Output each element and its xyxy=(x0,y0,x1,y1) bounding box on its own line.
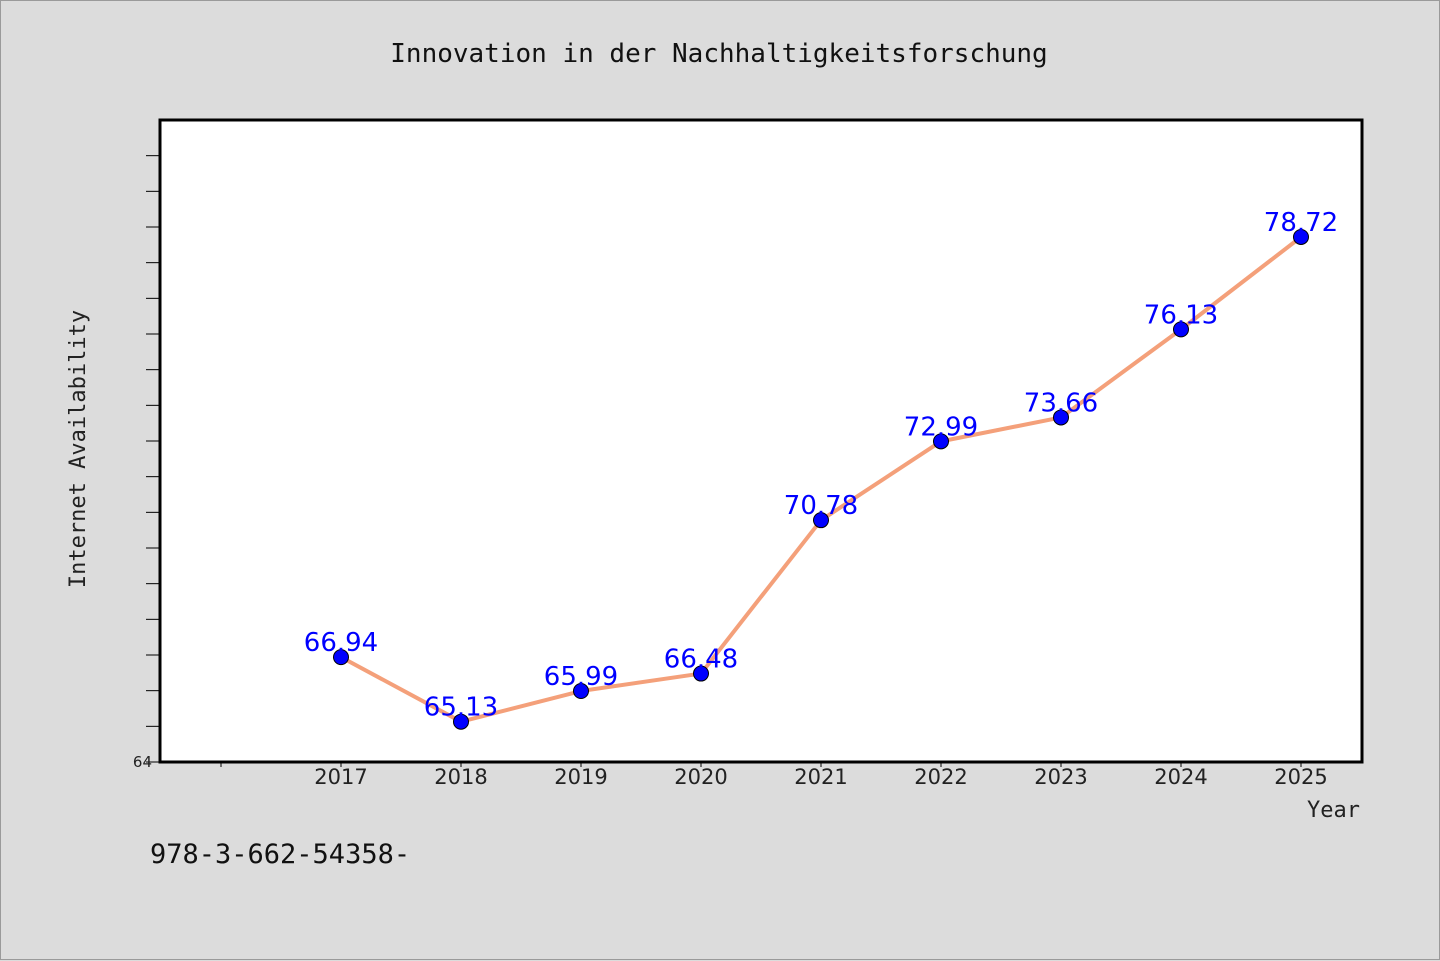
data-label: 65.13 xyxy=(424,693,498,723)
x-axis-title: Year xyxy=(1307,798,1360,823)
data-point-marker xyxy=(1173,321,1189,338)
isbn-footnote: 978-3-662-54358- xyxy=(150,839,410,870)
data-label: 65.99 xyxy=(544,662,618,692)
x-axis-ticks: 2017 2018 2019 2020 2021 2022 2023 2024 2025 xyxy=(220,762,1328,789)
chart-title: Innovation in der Nachhaltigkeitsforschu… xyxy=(390,39,1047,69)
data-label: 73.66 xyxy=(1024,388,1098,418)
data-label: 72.99 xyxy=(904,412,978,442)
data-label: 76.13 xyxy=(1144,300,1218,330)
y-axis-title: Internet Availability xyxy=(66,310,91,588)
data-point-marker xyxy=(453,713,469,730)
data-label: 66.48 xyxy=(664,645,738,675)
x-tick-label: 2022 xyxy=(914,765,967,789)
plot-area xyxy=(158,118,1364,764)
data-label: 70.78 xyxy=(784,491,858,521)
data-point-marker xyxy=(573,683,589,700)
data-point-marker xyxy=(933,433,949,450)
data-point-marker xyxy=(333,649,349,666)
x-tick-label: 2024 xyxy=(1154,765,1207,789)
data-point-marker xyxy=(813,512,829,529)
x-tick-label: 2017 xyxy=(314,765,367,789)
x-tick-label: 2020 xyxy=(674,765,727,789)
x-tick-label: 2025 xyxy=(1274,765,1327,789)
data-label: 66.94 xyxy=(304,628,378,658)
series-1: 66.94 65.13 65.99 66.48 70.78 72.99 73.66 76.13… xyxy=(304,208,1338,730)
x-tick-label: 2021 xyxy=(794,765,847,789)
x-tick-label: 2023 xyxy=(1034,765,1087,789)
data-point-marker xyxy=(693,665,709,682)
x-tick-label: 2018 xyxy=(434,765,487,789)
data-point-marker xyxy=(1053,409,1069,426)
y-tick-label-min: 64 xyxy=(133,753,152,771)
data-label: 78.72 xyxy=(1264,208,1338,238)
y-axis-ticks xyxy=(146,155,160,763)
x-tick-label: 2019 xyxy=(554,765,607,789)
data-point-marker xyxy=(1293,228,1309,245)
